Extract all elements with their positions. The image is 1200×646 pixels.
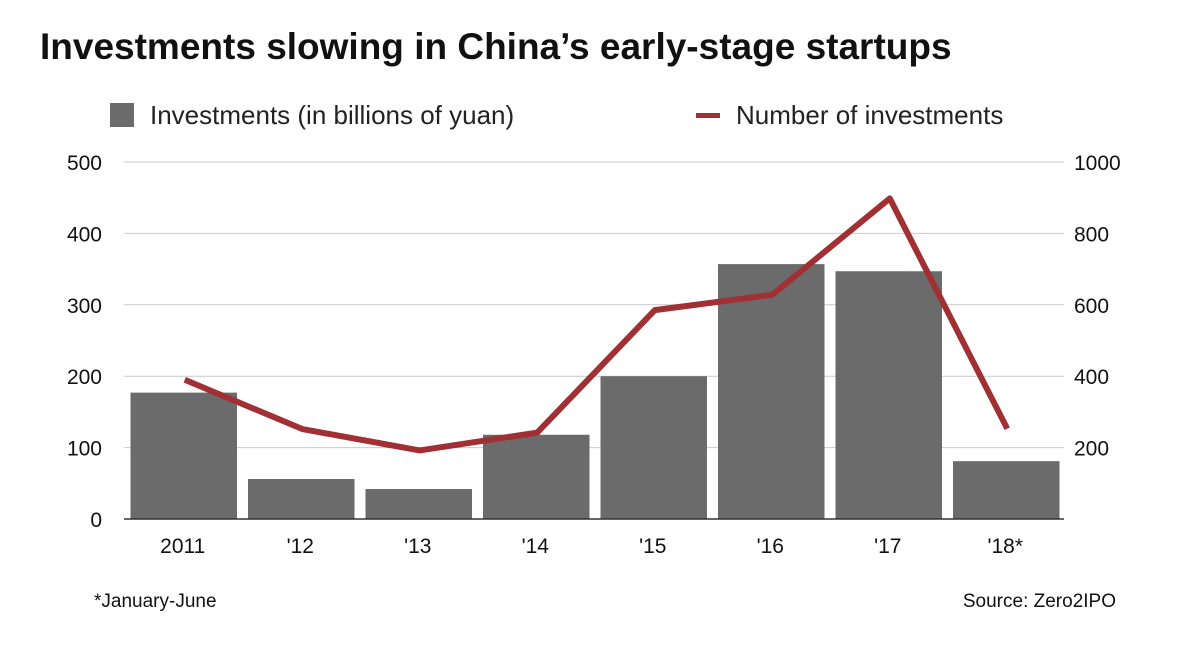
x-tick-label: '18* bbox=[987, 535, 1023, 558]
x-tick-label: '13 bbox=[404, 535, 431, 558]
y-right-tick-label: 1000 bbox=[1074, 152, 1121, 175]
legend-swatch-line bbox=[696, 112, 720, 118]
series-line-number-of-investments bbox=[183, 195, 1010, 454]
bar bbox=[600, 376, 707, 519]
x-tick-label: '15 bbox=[639, 535, 666, 558]
footnote: *January-June bbox=[94, 591, 217, 612]
y-left-tick-label: 300 bbox=[67, 295, 102, 318]
y-left-tick-label: 200 bbox=[67, 366, 102, 389]
y-right-tick-label: 800 bbox=[1074, 223, 1109, 246]
x-tick-label: 2011 bbox=[160, 535, 205, 558]
x-tick-label: '12 bbox=[287, 535, 314, 558]
x-tick-label: '14 bbox=[522, 535, 550, 558]
bar bbox=[483, 434, 590, 519]
chart-title: Investments slowing in China’s early-sta… bbox=[40, 26, 952, 67]
legend-label-investments: Investments (in billions of yuan) bbox=[150, 99, 515, 130]
bar bbox=[130, 392, 237, 519]
y-left-tick-label: 400 bbox=[67, 223, 102, 246]
x-tick-label: '17 bbox=[874, 535, 901, 558]
bar bbox=[365, 489, 472, 519]
x-tick-label: '16 bbox=[757, 535, 784, 558]
y-right-tick-label: 200 bbox=[1074, 438, 1109, 461]
legend-swatch-bar bbox=[110, 103, 134, 127]
y-right-tick-label: 400 bbox=[1074, 366, 1109, 389]
legend-item-number: Number of investments bbox=[696, 98, 1003, 132]
y-left-tick-label: 500 bbox=[67, 152, 102, 175]
bar bbox=[953, 461, 1060, 519]
legend-item-investments: Investments (in billions of yuan) bbox=[110, 98, 514, 132]
legend-label-number: Number of investments bbox=[736, 99, 1004, 130]
y-right-tick-label: 600 bbox=[1074, 295, 1109, 318]
y-left-tick-label: 100 bbox=[67, 438, 102, 461]
bar bbox=[835, 271, 942, 519]
source-note: Source: Zero2IPO bbox=[962, 591, 1116, 612]
bar bbox=[248, 479, 355, 519]
bar bbox=[718, 264, 825, 519]
y-left-tick-label: 0 bbox=[90, 509, 102, 532]
